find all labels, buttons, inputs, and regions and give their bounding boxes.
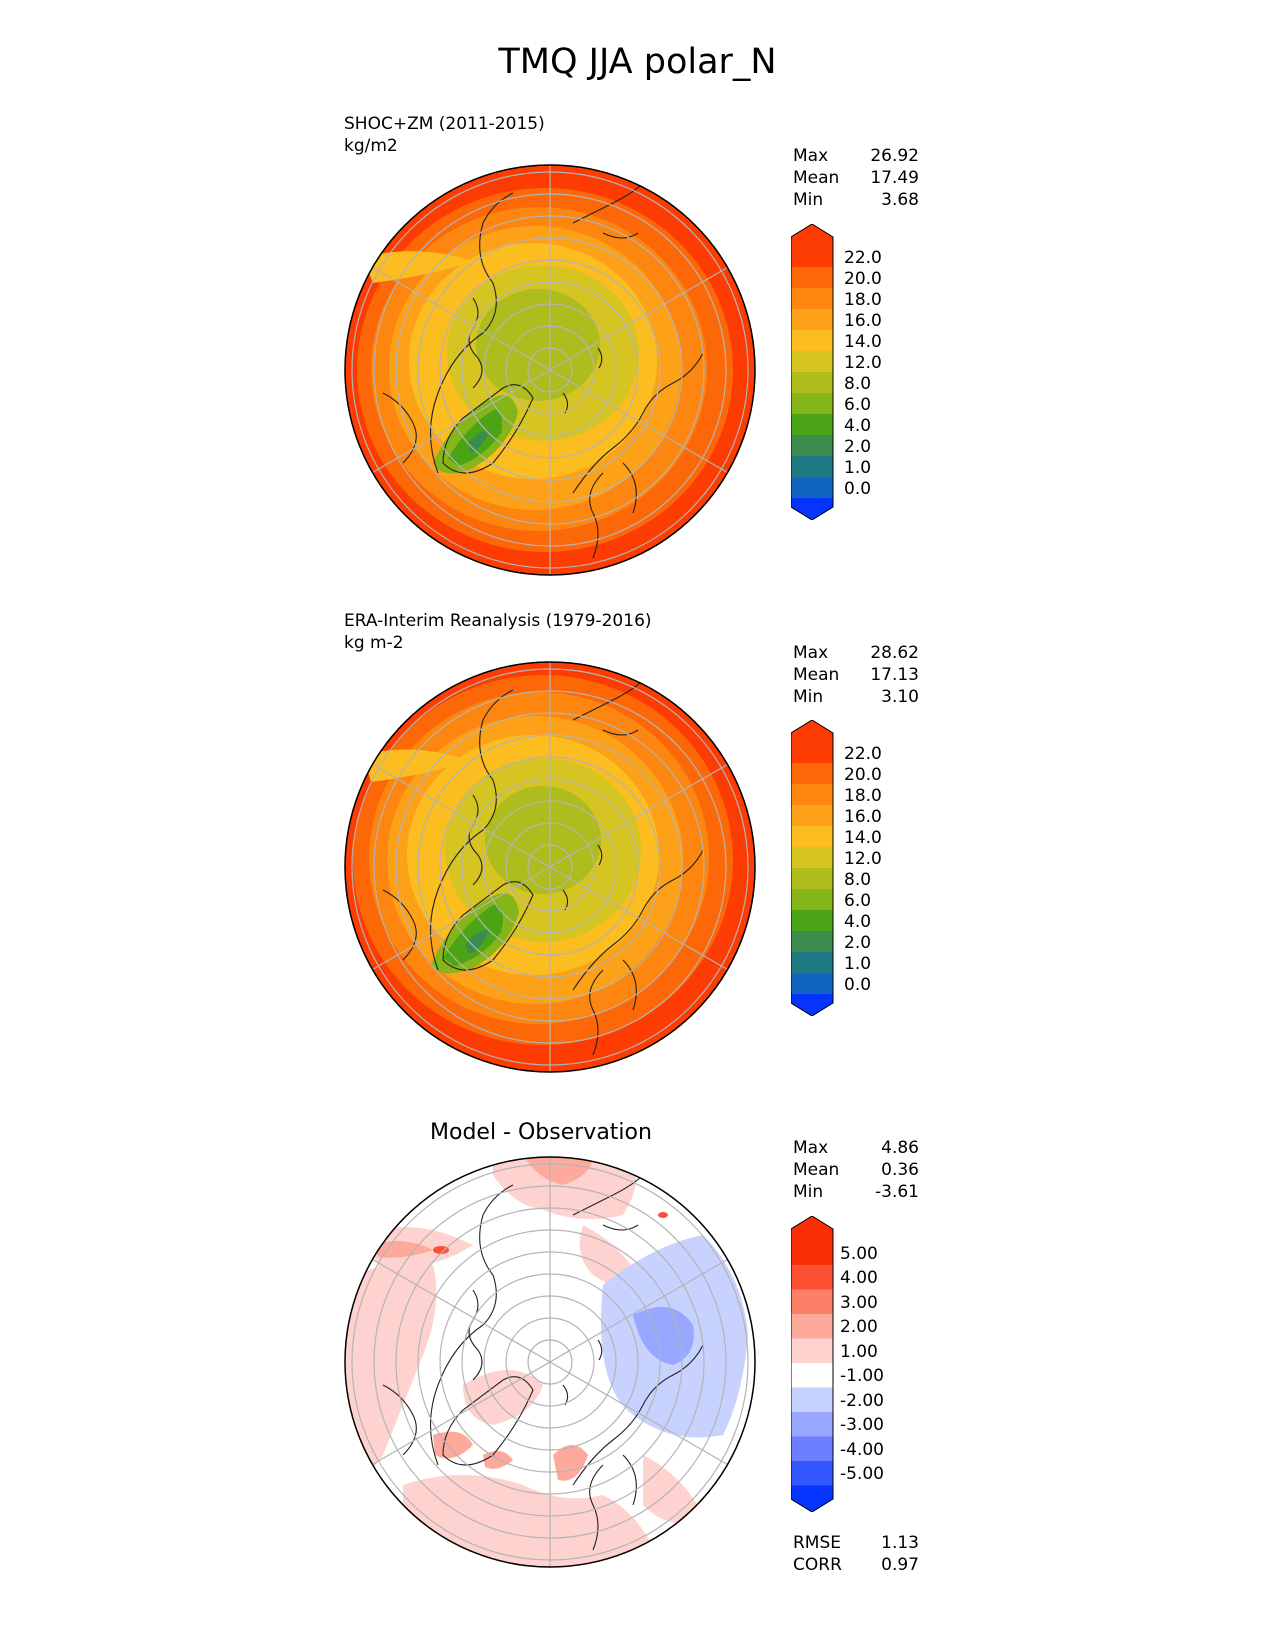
map-boundary — [344, 164, 756, 576]
stat-value: 26.92 — [870, 146, 919, 166]
stat-name: Max — [793, 643, 829, 663]
test-panel-units: kg/m2 — [344, 136, 398, 156]
longitude-grid — [372, 1157, 728, 1567]
colorbar-tick-label: 14.0 — [844, 828, 882, 848]
colorbar-tick-label: 0.0 — [844, 479, 872, 499]
difference-extra-stats: RMSE 1.13 CORR 0.97 — [793, 1532, 919, 1576]
colorbar-tick-label: 1.0 — [844, 458, 872, 478]
colorbar-tick-label: 2.0 — [844, 933, 872, 953]
stat-value: 17.13 — [870, 665, 919, 685]
colorbar-tick-label: 2.00 — [840, 1317, 878, 1337]
reference-stats: Max 28.62 Mean 17.13 Min 3.10 — [793, 642, 919, 708]
reference-panel-units: kg m-2 — [344, 633, 404, 653]
map-boundary — [344, 1156, 756, 1568]
test-polar-map — [343, 163, 757, 581]
greenland-low-tmq — [468, 430, 489, 453]
longitude-grid — [372, 165, 728, 575]
colorbar-tick-label: -2.00 — [840, 1391, 884, 1411]
figure-title: TMQ JJA polar_N — [498, 42, 777, 82]
colorbar-tick-label: 22.0 — [844, 744, 882, 764]
colorbar-tick-label: 22.0 — [844, 248, 882, 268]
colorbar-tick-label: 14.0 — [844, 332, 882, 352]
colorbar-tick-label: 4.0 — [844, 416, 872, 436]
colorbar-tick-label: 1.00 — [840, 1342, 878, 1362]
colorbar-tick-label: 4.00 — [840, 1268, 878, 1288]
colorbar-tick-label: 8.0 — [844, 374, 872, 394]
stat-name: Max — [793, 146, 829, 166]
stat-name: Max — [793, 1138, 829, 1158]
stat-name: Min — [793, 190, 824, 210]
colorbar-tick-label: 6.0 — [844, 395, 872, 415]
coastline — [382, 182, 704, 559]
greenland-low-tmq — [443, 904, 503, 966]
difference-stats: Max 4.86 Mean 0.36 Min -3.61 — [793, 1137, 919, 1203]
difference-panel-title: Model - Observation — [430, 1120, 652, 1145]
test-panel-label: SHOC+ZM (2011-2015) — [344, 114, 545, 134]
stat-name: Mean — [793, 1160, 840, 1180]
colorbar-tick-label: 5.00 — [840, 1244, 878, 1264]
colorbar-tick-label: 2.0 — [844, 437, 872, 457]
colorbar-tick-label: 8.0 — [844, 870, 872, 890]
stat-value: 28.62 — [870, 643, 919, 663]
colorbar-tick-label: 20.0 — [844, 269, 882, 289]
reference-panel-label: ERA-Interim Reanalysis (1979-2016) — [344, 611, 652, 631]
stat-value: 0.97 — [881, 1555, 919, 1575]
stat-name: RMSE — [793, 1533, 842, 1553]
stat-value: -3.61 — [875, 1182, 919, 1202]
colorbar-tick-label: 3.00 — [840, 1293, 878, 1313]
stat-value: 3.10 — [881, 687, 919, 707]
stat-name: Min — [793, 1182, 824, 1202]
longitude-grid — [372, 662, 728, 1072]
test-colorbar — [790, 223, 835, 524]
colorbar-tick-label: -1.00 — [840, 1366, 884, 1386]
negative-bias-region — [633, 1307, 694, 1365]
colorbar-tick-label: -4.00 — [840, 1440, 884, 1460]
map-boundary — [344, 661, 756, 1073]
colorbar-tick-label: 16.0 — [844, 807, 882, 827]
stat-value: 4.86 — [881, 1138, 919, 1158]
colorbar-tick-label: 6.0 — [844, 891, 872, 911]
colorbar-tick-label: -3.00 — [840, 1415, 884, 1435]
stat-value: 1.13 — [881, 1533, 919, 1553]
stat-name: Mean — [793, 168, 840, 188]
colorbar-tick-label: 4.0 — [844, 912, 872, 932]
difference-polar-map — [343, 1155, 757, 1573]
reference-polar-map — [343, 660, 757, 1078]
colorbar-tick-label: 18.0 — [844, 290, 882, 310]
coastline — [382, 679, 704, 1056]
difference-colorbar — [790, 1215, 835, 1516]
colorbar-tick-label: 12.0 — [844, 849, 882, 869]
colorbar-tick-label: 0.0 — [844, 975, 872, 995]
colorbar-tick-label: 16.0 — [844, 311, 882, 331]
colorbar-tick-label: 18.0 — [844, 786, 882, 806]
colorbar-tick-label: 12.0 — [844, 353, 882, 373]
stat-name: Min — [793, 687, 824, 707]
stat-value: 0.36 — [881, 1160, 919, 1180]
colorbar-tick-label: -5.00 — [840, 1464, 884, 1484]
tmq-field-band — [476, 289, 600, 401]
tmq-field-band — [363, 251, 473, 283]
stat-name: Mean — [793, 665, 840, 685]
reference-colorbar — [790, 719, 835, 1020]
stat-name: CORR — [793, 1555, 842, 1575]
stat-value: 17.49 — [870, 168, 919, 188]
test-stats: Max 26.92 Mean 17.49 Min 3.68 — [793, 145, 919, 211]
stat-value: 3.68 — [881, 190, 919, 210]
colorbar-tick-label: 20.0 — [844, 765, 882, 785]
greenland-low-tmq — [465, 929, 489, 954]
colorbar-tick-label: 1.0 — [844, 954, 872, 974]
